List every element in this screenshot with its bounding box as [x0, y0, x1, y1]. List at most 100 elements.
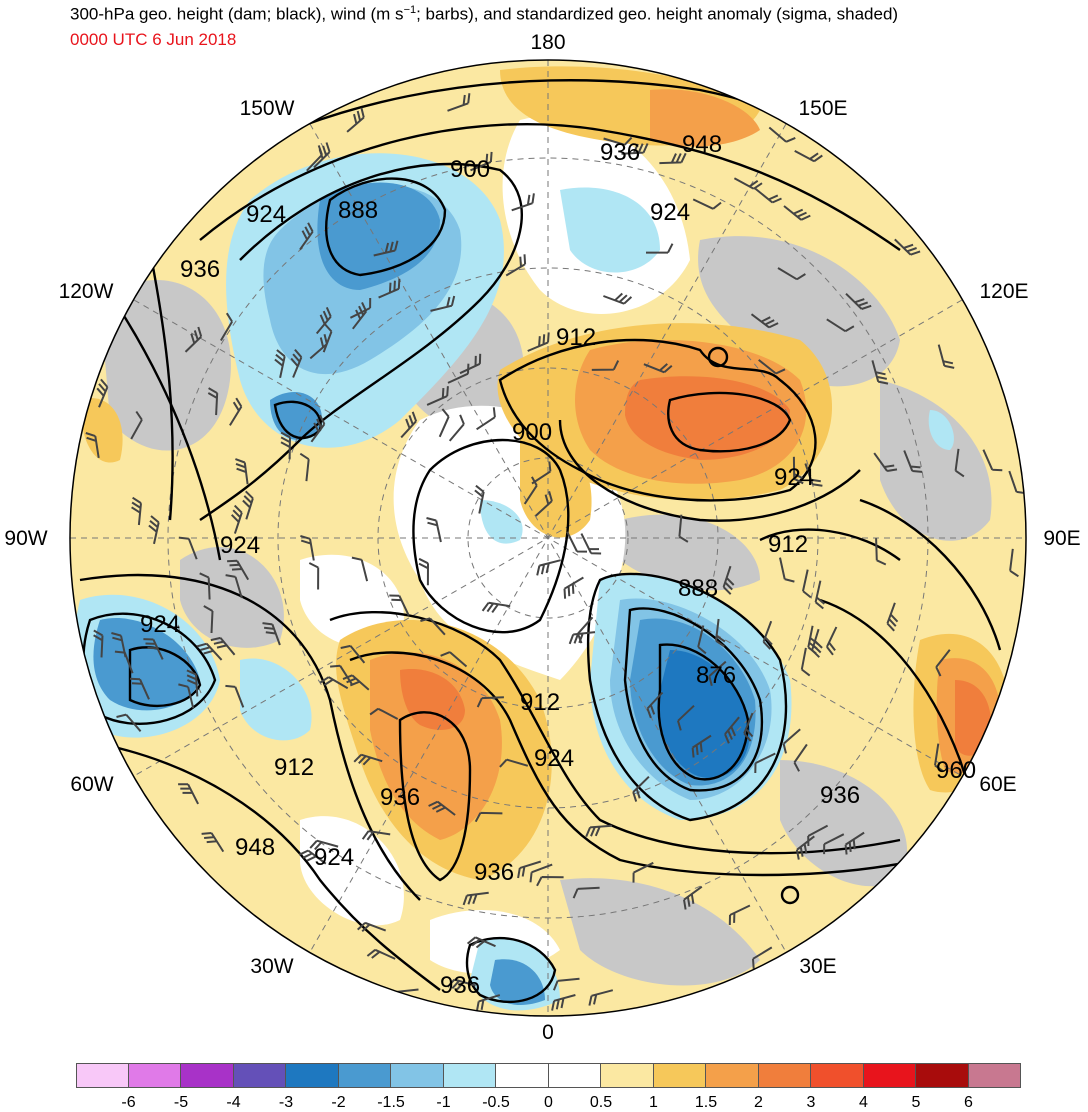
wind-barb	[225, 684, 245, 708]
wind-barb	[754, 752, 776, 774]
wind-barb	[871, 360, 889, 385]
contour-label: 924	[650, 199, 690, 226]
wind-barb	[196, 642, 223, 661]
wind-barb	[400, 411, 418, 439]
wind-barb	[340, 644, 366, 664]
wind-barb	[903, 450, 923, 473]
wind-barb	[873, 452, 898, 472]
wind-barb	[225, 574, 243, 599]
wind-barb	[349, 297, 372, 319]
wind-barb	[93, 629, 104, 658]
wind-barb	[426, 386, 449, 406]
colorbar-swatch	[601, 1063, 654, 1088]
wind-barb	[802, 569, 812, 599]
wind-barb	[552, 977, 580, 991]
wind-barb	[733, 177, 763, 190]
wind-barb	[447, 363, 470, 384]
wind-barb	[373, 240, 399, 257]
wind-barb	[210, 636, 236, 656]
colorbar-swatch	[181, 1063, 234, 1088]
wind-barb	[274, 349, 286, 379]
wind-barb	[566, 531, 588, 553]
wind-barb	[447, 93, 471, 112]
contour-label: 924	[534, 745, 574, 772]
contour-label: 912	[274, 754, 314, 781]
wind-barb	[792, 456, 804, 485]
colorbar-swatch	[653, 1063, 706, 1088]
wind-barb	[572, 886, 600, 899]
colorbar-tick-label: -4	[226, 1094, 241, 1111]
wind-barb	[692, 198, 722, 210]
contour-label: 888	[678, 575, 718, 602]
wind-barb	[779, 557, 795, 583]
wind-barb	[229, 397, 243, 426]
wind-barb	[481, 601, 511, 613]
wind-barb	[511, 193, 535, 212]
wind-barb	[199, 572, 211, 600]
wind-barb	[499, 758, 529, 768]
lon-label-upper-right: 150E	[798, 97, 848, 120]
wind-barb	[804, 463, 823, 487]
wind-barb	[353, 753, 383, 766]
wind-barb	[762, 620, 773, 650]
wind-barb	[310, 414, 326, 443]
wind-barb	[369, 707, 399, 720]
wind-barb	[299, 222, 314, 251]
polar-map: 948 936 900 888 924 924 936 912 900 924 …	[69, 59, 1027, 1017]
contour-labels: 948 936 900 888 924 924 936 912 900 924 …	[140, 131, 976, 999]
map-border	[69, 59, 1027, 1017]
lon-label-lower-left: 30W	[250, 955, 294, 978]
wind-barb	[262, 622, 281, 646]
wind-barb	[476, 407, 496, 431]
colorbar-swatch	[706, 1063, 759, 1088]
wind-barb	[697, 625, 707, 655]
wind-barb	[130, 410, 143, 440]
wind-barb	[466, 936, 496, 949]
contour-label: 912	[556, 324, 596, 351]
graticule	[70, 60, 1026, 1016]
contour-label: 900	[512, 419, 552, 446]
colorbar-tick-label: 1	[649, 1094, 658, 1111]
wind-barb	[875, 538, 887, 566]
wind-barb	[300, 534, 315, 561]
wind-barb	[299, 452, 310, 482]
colorbar-swatch	[391, 1063, 444, 1088]
wind-barb	[418, 557, 429, 586]
wind-barb	[438, 408, 450, 438]
colorbar-swatch	[128, 1063, 181, 1088]
wind-barb	[201, 832, 225, 853]
colorbar-swatch	[338, 1063, 391, 1088]
contour-label: 924	[774, 464, 814, 491]
wind-barb	[389, 594, 410, 617]
wind-barb	[290, 348, 303, 378]
colorbar-tick-label: -5	[173, 1094, 189, 1111]
wind-barb	[683, 885, 703, 910]
wind-barb	[428, 800, 456, 816]
wind-barb	[420, 617, 446, 636]
wind-barb	[313, 142, 331, 169]
wind-barb	[474, 811, 503, 823]
wind-barb	[536, 876, 564, 887]
wind-barb	[691, 734, 712, 758]
neutral-anomaly-areas	[100, 236, 992, 986]
wind-barb	[474, 484, 485, 514]
wind-barb	[186, 669, 199, 697]
colorbar-tick-label: -6	[121, 1094, 136, 1111]
wind-barb	[646, 691, 664, 719]
wind-barb	[814, 580, 826, 610]
wind-barb	[724, 716, 740, 744]
wind-barb	[935, 649, 951, 677]
colorbar-swatch	[76, 1063, 129, 1088]
wind-barb	[178, 536, 198, 560]
wind-barb	[178, 783, 199, 805]
contour-label: 888	[338, 197, 378, 224]
colorbar-tick-label: 5	[911, 1094, 921, 1111]
contour-label: 912	[520, 689, 560, 716]
wind-barb	[603, 292, 633, 305]
wind-barb	[475, 994, 501, 1012]
lon-label-mid-upper-left: 120W	[58, 280, 114, 303]
wind-barb	[715, 618, 726, 648]
colorbar-tick-label: 1.5	[694, 1094, 718, 1111]
wind-barb	[357, 921, 387, 933]
wind-barb	[306, 145, 323, 172]
